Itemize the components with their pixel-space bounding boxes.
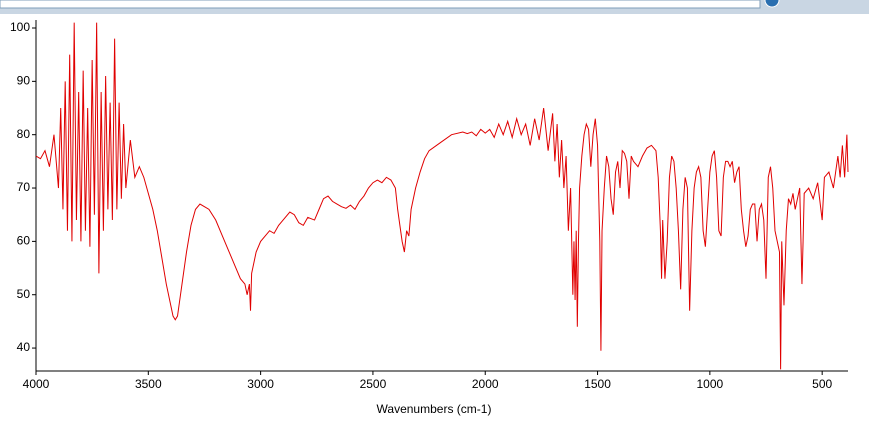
spectrum-line xyxy=(35,22,849,370)
y-tick-label: 90 xyxy=(17,74,31,88)
y-tick-label: 60 xyxy=(17,234,31,248)
y-tick-label: 50 xyxy=(17,287,31,301)
x-tick-label: 2000 xyxy=(472,377,499,391)
x-tick-label: 1000 xyxy=(697,377,724,391)
x-tick-label: 3000 xyxy=(247,377,274,391)
help-icon[interactable] xyxy=(764,0,780,8)
text-field[interactable] xyxy=(0,0,761,9)
x-tick-label: 2500 xyxy=(360,377,387,391)
x-tick-label: 500 xyxy=(812,377,832,391)
y-tick-label: 70 xyxy=(17,180,31,194)
x-tick-label: 3500 xyxy=(135,377,162,391)
x-tick-label: 4000 xyxy=(23,377,50,391)
x-tick-label: 1500 xyxy=(584,377,611,391)
x-axis-label: Wavenumbers (cm-1) xyxy=(377,402,492,416)
y-tick-label: 40 xyxy=(17,340,31,354)
y-tick-label: 80 xyxy=(17,127,31,141)
y-tick-label: 100 xyxy=(10,20,30,34)
